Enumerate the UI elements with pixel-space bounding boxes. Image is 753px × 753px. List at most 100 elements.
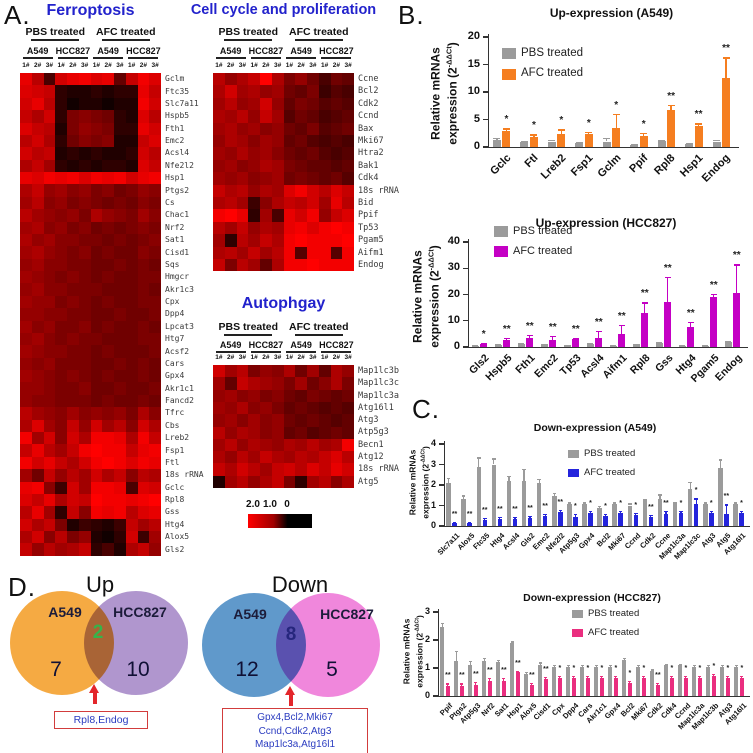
error-bar-stem xyxy=(469,661,471,666)
heatmap-cell xyxy=(102,184,114,197)
heatmap-cell xyxy=(283,414,296,427)
error-bar-cap xyxy=(502,128,510,130)
pbs-bar xyxy=(672,504,678,526)
heatmap-cell xyxy=(55,320,67,333)
pbs-bar xyxy=(575,142,584,147)
error-bar-cap xyxy=(733,264,740,266)
significance-stars: * xyxy=(589,499,592,507)
heatmap-cell xyxy=(55,233,67,247)
heatmap-cell xyxy=(295,172,307,185)
heatmap-cell xyxy=(20,283,32,296)
pbs-bar xyxy=(524,673,529,696)
pbs-bar xyxy=(632,344,640,347)
gene-label: 18s rRNA xyxy=(358,185,399,196)
heatmap-cell xyxy=(283,85,296,98)
heatmap-cell xyxy=(236,389,249,402)
y-axis-line xyxy=(488,34,490,147)
heatmap-cell xyxy=(43,332,56,346)
heatmap-cell xyxy=(90,283,103,296)
error-bar-cap xyxy=(446,477,451,480)
heatmap-cell xyxy=(318,184,331,197)
significance-stars: ** xyxy=(648,503,654,511)
legend-swatch-pbs xyxy=(568,450,579,458)
heatmap-cell xyxy=(102,196,114,210)
ylabel-line2: expression (2 xyxy=(419,463,430,519)
gene-label: Gls2 xyxy=(165,544,185,554)
treatment-header: AFC treated xyxy=(288,321,349,333)
venn-down-title: Down xyxy=(271,572,329,597)
pbs-bar xyxy=(552,496,557,526)
bar-chart-down-expression-hcc827-: Down-expression (HCC827) Relative mRNAs ex… xyxy=(402,574,753,753)
afc-bar xyxy=(641,312,649,347)
error-bar-cap xyxy=(678,663,682,666)
heatmap-cell xyxy=(149,258,161,272)
heatmap-cell xyxy=(78,271,91,284)
venn-down-right-count: 5 xyxy=(326,658,338,681)
error-bar-cap xyxy=(649,514,653,517)
heatmap-cell xyxy=(125,493,138,507)
heatmap-cell xyxy=(31,184,44,197)
heatmap-cell xyxy=(90,97,103,111)
afc-bar xyxy=(603,515,608,526)
gene-label: Atg5 xyxy=(358,476,379,487)
heatmap-cell xyxy=(55,258,67,272)
heatmap-cell xyxy=(114,518,126,532)
heatmap-cell xyxy=(342,451,354,464)
heatmap-cell xyxy=(271,110,284,123)
cell-line-underline xyxy=(215,351,246,353)
heatmap-cell xyxy=(224,172,237,185)
error-bar-cap xyxy=(454,651,458,653)
cell-line-underline xyxy=(286,57,317,59)
heatmap-cell xyxy=(67,518,79,532)
error-bar-cap xyxy=(474,682,478,684)
error-bar-cap xyxy=(612,502,617,504)
heatmap-cell xyxy=(137,85,150,98)
venn-down-callout-line: Gpx4,Bcl2,Mki67 xyxy=(257,712,333,723)
heatmap-cell xyxy=(295,258,307,272)
pbs-bar xyxy=(496,662,501,696)
heatmap-cell xyxy=(236,426,249,439)
heatmap-cell xyxy=(125,134,138,148)
gene-label: Hmgcr xyxy=(165,272,190,282)
heatmap-cell xyxy=(102,506,114,519)
significance-stars: * xyxy=(709,499,713,507)
heatmap-cell xyxy=(67,221,79,234)
heatmap-cell xyxy=(330,426,343,439)
heatmap-cell xyxy=(149,531,161,544)
heatmap-cell xyxy=(149,518,161,532)
heatmap-cell xyxy=(78,493,91,507)
panel-a-label: A. xyxy=(4,0,31,30)
legend-label: PBS treated xyxy=(513,225,573,237)
heatmap-cell xyxy=(342,377,354,390)
heatmap-cell xyxy=(125,258,138,272)
significance-stars: ** xyxy=(502,323,511,335)
cell-line-header: A549 xyxy=(219,46,242,56)
afc-bar xyxy=(512,518,518,526)
heatmap-cell xyxy=(318,365,331,378)
replicate-label: 2# xyxy=(297,354,305,361)
afc-bar xyxy=(571,677,576,696)
replicate-label: 2# xyxy=(227,62,235,69)
y-tick-mark xyxy=(439,504,444,507)
heatmap-cell xyxy=(342,475,354,488)
error-bar-cap xyxy=(552,665,556,667)
legend-label: PBS treated xyxy=(584,448,636,460)
gene-label: Fancd2 xyxy=(165,396,194,406)
heatmap-cell xyxy=(330,159,343,173)
error-bar-cap xyxy=(740,675,744,677)
heatmap-cell xyxy=(307,258,319,272)
error-bar-cap xyxy=(684,675,688,677)
error-bar-cap xyxy=(670,675,674,677)
heatmap-cell xyxy=(102,432,114,445)
pbs-bar xyxy=(594,666,599,696)
heatmap-cell xyxy=(248,377,260,390)
heatmap-cell xyxy=(43,196,56,210)
heatmap-cell xyxy=(137,258,150,272)
gene-label: Atg12 xyxy=(358,452,384,462)
replicate-label: 3# xyxy=(309,62,317,69)
error-bar-cap xyxy=(633,343,640,345)
heatmap-cell xyxy=(78,394,91,408)
error-bar-cap xyxy=(543,513,547,515)
heatmap-cell xyxy=(307,134,319,148)
significance-stars: ** xyxy=(694,109,703,121)
